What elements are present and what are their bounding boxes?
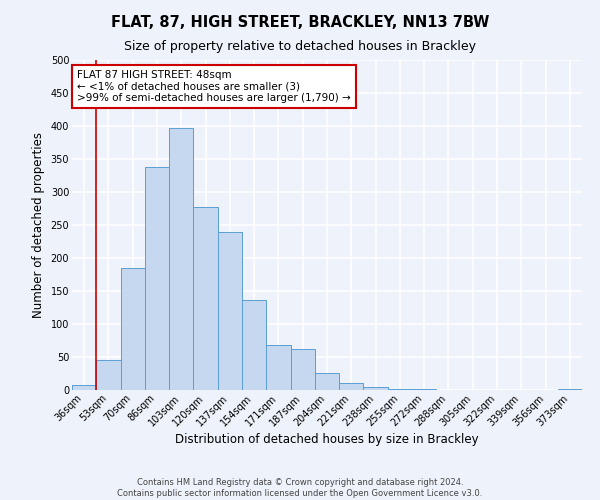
Bar <box>290 349 315 390</box>
Text: Contains HM Land Registry data © Crown copyright and database right 2024.
Contai: Contains HM Land Registry data © Crown c… <box>118 478 482 498</box>
Bar <box>364 386 388 390</box>
Bar <box>96 360 121 390</box>
Bar <box>315 373 339 390</box>
Text: FLAT 87 HIGH STREET: 48sqm
← <1% of detached houses are smaller (3)
>99% of semi: FLAT 87 HIGH STREET: 48sqm ← <1% of deta… <box>77 70 351 103</box>
Bar <box>121 268 145 390</box>
Bar <box>339 382 364 390</box>
Bar <box>72 384 96 390</box>
Bar <box>388 388 412 390</box>
Bar <box>193 207 218 390</box>
Bar <box>558 388 582 390</box>
Bar <box>242 300 266 390</box>
Text: Size of property relative to detached houses in Brackley: Size of property relative to detached ho… <box>124 40 476 53</box>
Bar <box>169 128 193 390</box>
Bar <box>218 232 242 390</box>
Text: FLAT, 87, HIGH STREET, BRACKLEY, NN13 7BW: FLAT, 87, HIGH STREET, BRACKLEY, NN13 7B… <box>111 15 489 30</box>
Bar <box>145 167 169 390</box>
Y-axis label: Number of detached properties: Number of detached properties <box>32 132 45 318</box>
Bar <box>266 345 290 390</box>
X-axis label: Distribution of detached houses by size in Brackley: Distribution of detached houses by size … <box>175 434 479 446</box>
